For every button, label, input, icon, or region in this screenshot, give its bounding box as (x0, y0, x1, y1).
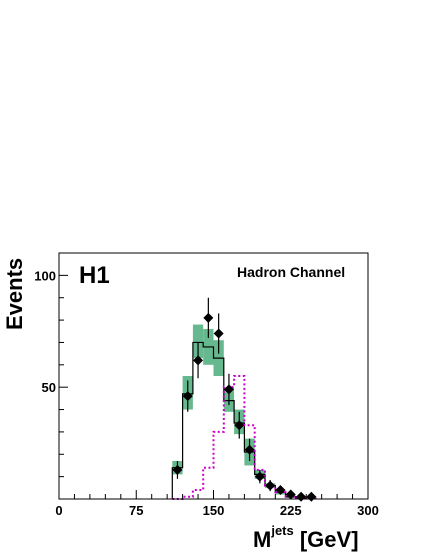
x-tick-label: 300 (357, 503, 379, 518)
data-point (254, 469, 265, 484)
data-marker (234, 420, 245, 431)
data-marker (254, 471, 265, 482)
axis-tick-labels: 0 75 150 225 300 50 100 (34, 268, 379, 518)
data-point (234, 411, 245, 439)
data-marker (223, 384, 234, 395)
background-mc-histogram (172, 375, 317, 500)
data-point (275, 485, 286, 496)
data-marker (265, 480, 276, 491)
y-tick-label: 100 (34, 268, 56, 283)
data-marker (203, 312, 214, 323)
axis-ticks (58, 252, 369, 500)
data-point (172, 460, 183, 479)
data-points (172, 297, 317, 502)
data-point (244, 438, 255, 461)
channel-label: Hadron Channel (237, 264, 345, 280)
data-marker (296, 491, 307, 502)
data-point (203, 297, 214, 338)
x-tick-label: 75 (129, 503, 143, 518)
x-axis-label-unit: [GeV] (294, 527, 359, 552)
data-marker (172, 464, 183, 475)
data-point (306, 491, 317, 502)
data-point (296, 491, 307, 502)
x-axis-label-main: M (253, 527, 271, 552)
data-marker (193, 355, 204, 366)
data-point (213, 313, 224, 354)
y-axis-label: Events (2, 258, 27, 330)
x-tick-label: 225 (280, 503, 302, 518)
experiment-label: H1 (79, 262, 110, 289)
data-marker (182, 391, 193, 402)
y-tick-label: 50 (42, 380, 56, 395)
x-tick-label: 150 (203, 503, 225, 518)
data-point (193, 342, 204, 379)
data-point (223, 373, 234, 406)
data-point (265, 479, 276, 492)
x-axis-label-sup: jets (270, 523, 293, 538)
data-marker (275, 485, 286, 496)
data-marker (306, 491, 317, 502)
data-point (182, 380, 193, 412)
data-marker (213, 328, 224, 339)
band-bin (192, 324, 204, 359)
x-axis-label: Mjets [GeV] (253, 523, 359, 552)
x-tick-label: 0 (55, 503, 62, 518)
data-marker (244, 444, 255, 455)
